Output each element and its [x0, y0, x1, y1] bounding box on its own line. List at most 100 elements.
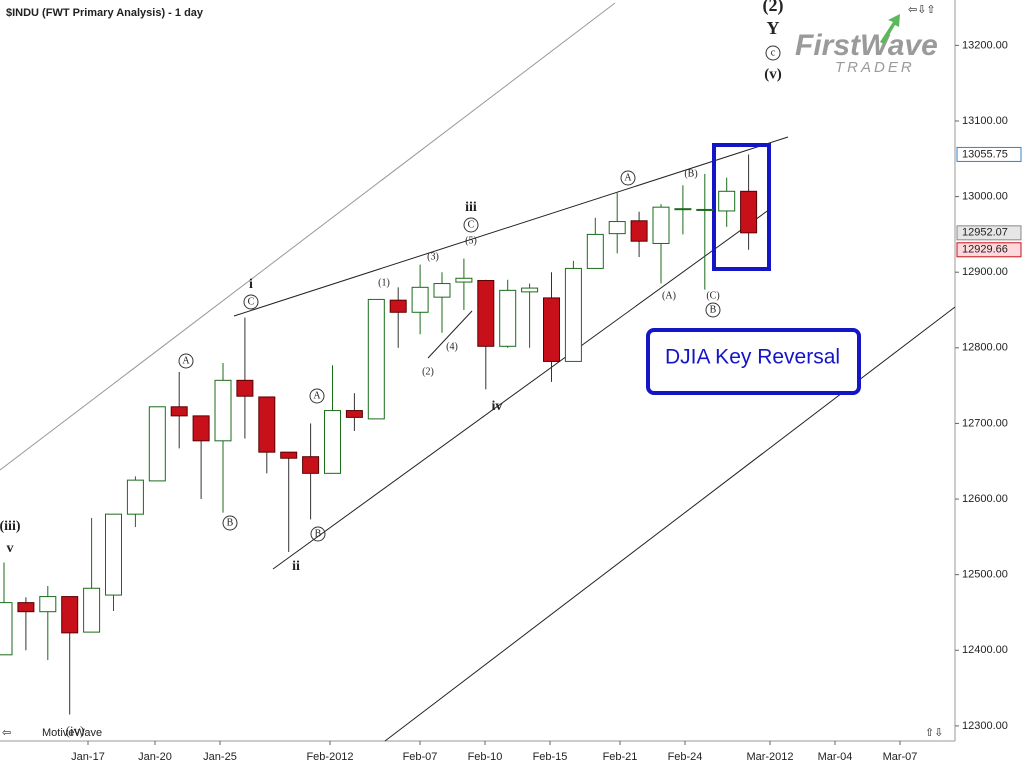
candle-body — [61, 596, 79, 634]
wave-label: A — [313, 390, 321, 401]
wave-label: (v) — [764, 66, 782, 82]
candle-body — [170, 406, 188, 417]
price-label: 13055.75 — [962, 148, 1008, 160]
price-label: 12952.07 — [962, 227, 1008, 239]
x-tick-label: Jan-20 — [138, 751, 172, 763]
y-tick-label: 12500.00 — [962, 569, 1008, 581]
candle-body — [586, 233, 604, 269]
wave-label: (C) — [706, 290, 719, 301]
wave-label: (2) — [422, 366, 434, 377]
x-tick-label: Jan-17 — [71, 751, 105, 763]
candle-body — [214, 379, 232, 442]
x-tick-label: Feb-10 — [468, 751, 503, 763]
y-tick-label: 12900.00 — [962, 266, 1008, 278]
wave-label: (5) — [465, 235, 477, 246]
x-tick-label: Feb-07 — [403, 751, 438, 763]
x-tick-label: Feb-2012 — [306, 751, 353, 763]
candle-body — [433, 283, 451, 298]
candle-body — [521, 287, 539, 293]
highlight-box — [712, 143, 771, 271]
candle-body — [126, 479, 144, 515]
upper-wedge-line — [233, 136, 789, 317]
y-tick-label: 12400.00 — [962, 644, 1008, 656]
lower-wedge-line — [272, 208, 771, 570]
candle-body — [345, 410, 363, 418]
candle-body — [674, 208, 692, 211]
y-tick-label: 13100.00 — [962, 115, 1008, 127]
wave-circle — [765, 45, 781, 61]
price-label: 12929.66 — [962, 244, 1008, 256]
price-label-box — [956, 225, 1022, 241]
chart-title: $INDU (FWT Primary Analysis) - 1 day — [6, 7, 204, 19]
callout-box — [646, 328, 861, 395]
y-tick-label: 13200.00 — [962, 39, 1008, 51]
wave-label: v — [7, 541, 14, 556]
candle-body — [83, 587, 101, 633]
candle-body — [302, 456, 320, 474]
candle-body — [236, 379, 254, 397]
wave-line — [427, 310, 473, 359]
y-tick-label: 13000.00 — [962, 190, 1008, 202]
candle-body — [630, 220, 648, 242]
wave-circle — [705, 302, 721, 318]
wave-label: B — [227, 517, 234, 528]
wave-circle — [309, 388, 325, 404]
wave-label: i — [249, 277, 253, 292]
candle-body — [455, 277, 473, 283]
wave-label: B — [710, 304, 717, 315]
wave-label: (iii) — [0, 519, 21, 534]
wave-circle — [178, 353, 194, 369]
y-tick-label: 12800.00 — [962, 342, 1008, 354]
candle-body — [652, 206, 670, 244]
wave-circle — [310, 526, 326, 542]
nav-icons: ⇦⇩⇧ ⇧⇩ ⇦ — [2, 4, 943, 739]
x-tick-label: Mar-07 — [883, 751, 918, 763]
candle-body — [740, 190, 758, 234]
candle-body — [564, 267, 582, 362]
callout: DJIA Key Reversal — [646, 328, 861, 395]
x-tick-label: Mar-04 — [818, 751, 853, 763]
candle-body — [543, 297, 560, 362]
candle-body — [105, 513, 122, 596]
wave-label: (3) — [427, 251, 439, 262]
price-label-box — [956, 242, 1022, 258]
wave-circle — [243, 294, 259, 310]
candle-body — [17, 602, 35, 613]
candle-body — [280, 451, 298, 459]
wave-label: (2) — [763, 0, 784, 16]
logo-brand: FirstWave — [795, 29, 938, 62]
x-tick-label: Feb-21 — [603, 751, 638, 763]
y-tick-label: 12300.00 — [962, 720, 1008, 732]
price-label-box — [956, 146, 1022, 162]
candle-body — [192, 415, 210, 442]
candle-body — [39, 596, 57, 613]
candle-body — [258, 396, 276, 453]
wave-label: A — [624, 172, 632, 183]
outer-channel-line — [0, 2, 616, 471]
y-tick-label: 12700.00 — [962, 417, 1008, 429]
nav-icon[interactable]: ⇦ — [2, 727, 11, 739]
callout-text: DJIA Key Reversal — [665, 346, 840, 369]
wave-label: A — [182, 355, 190, 366]
x-tick-label: Mar-2012 — [746, 751, 793, 763]
wave-circle — [222, 515, 238, 531]
wave-label: (1) — [378, 277, 390, 288]
nav-icon[interactable]: ⇦⇩⇧ — [908, 4, 936, 16]
wave-circle — [463, 217, 479, 233]
candle-body — [608, 221, 626, 235]
wave-label: B — [315, 528, 322, 539]
candle-body — [411, 286, 429, 313]
candle-body — [324, 410, 341, 474]
candle-body — [499, 289, 517, 347]
nav-icon[interactable]: ⇧⇩ — [925, 727, 943, 739]
candle-body — [389, 299, 407, 313]
wave-label: iii — [465, 200, 477, 215]
logo-arrow — [880, 14, 900, 44]
wave-label: c — [771, 47, 776, 58]
logo-sub: TRADER — [835, 59, 915, 76]
wave-label: C — [248, 296, 255, 307]
x-tick-label: Jan-25 — [203, 751, 237, 763]
x-tick-label: Feb-24 — [668, 751, 703, 763]
